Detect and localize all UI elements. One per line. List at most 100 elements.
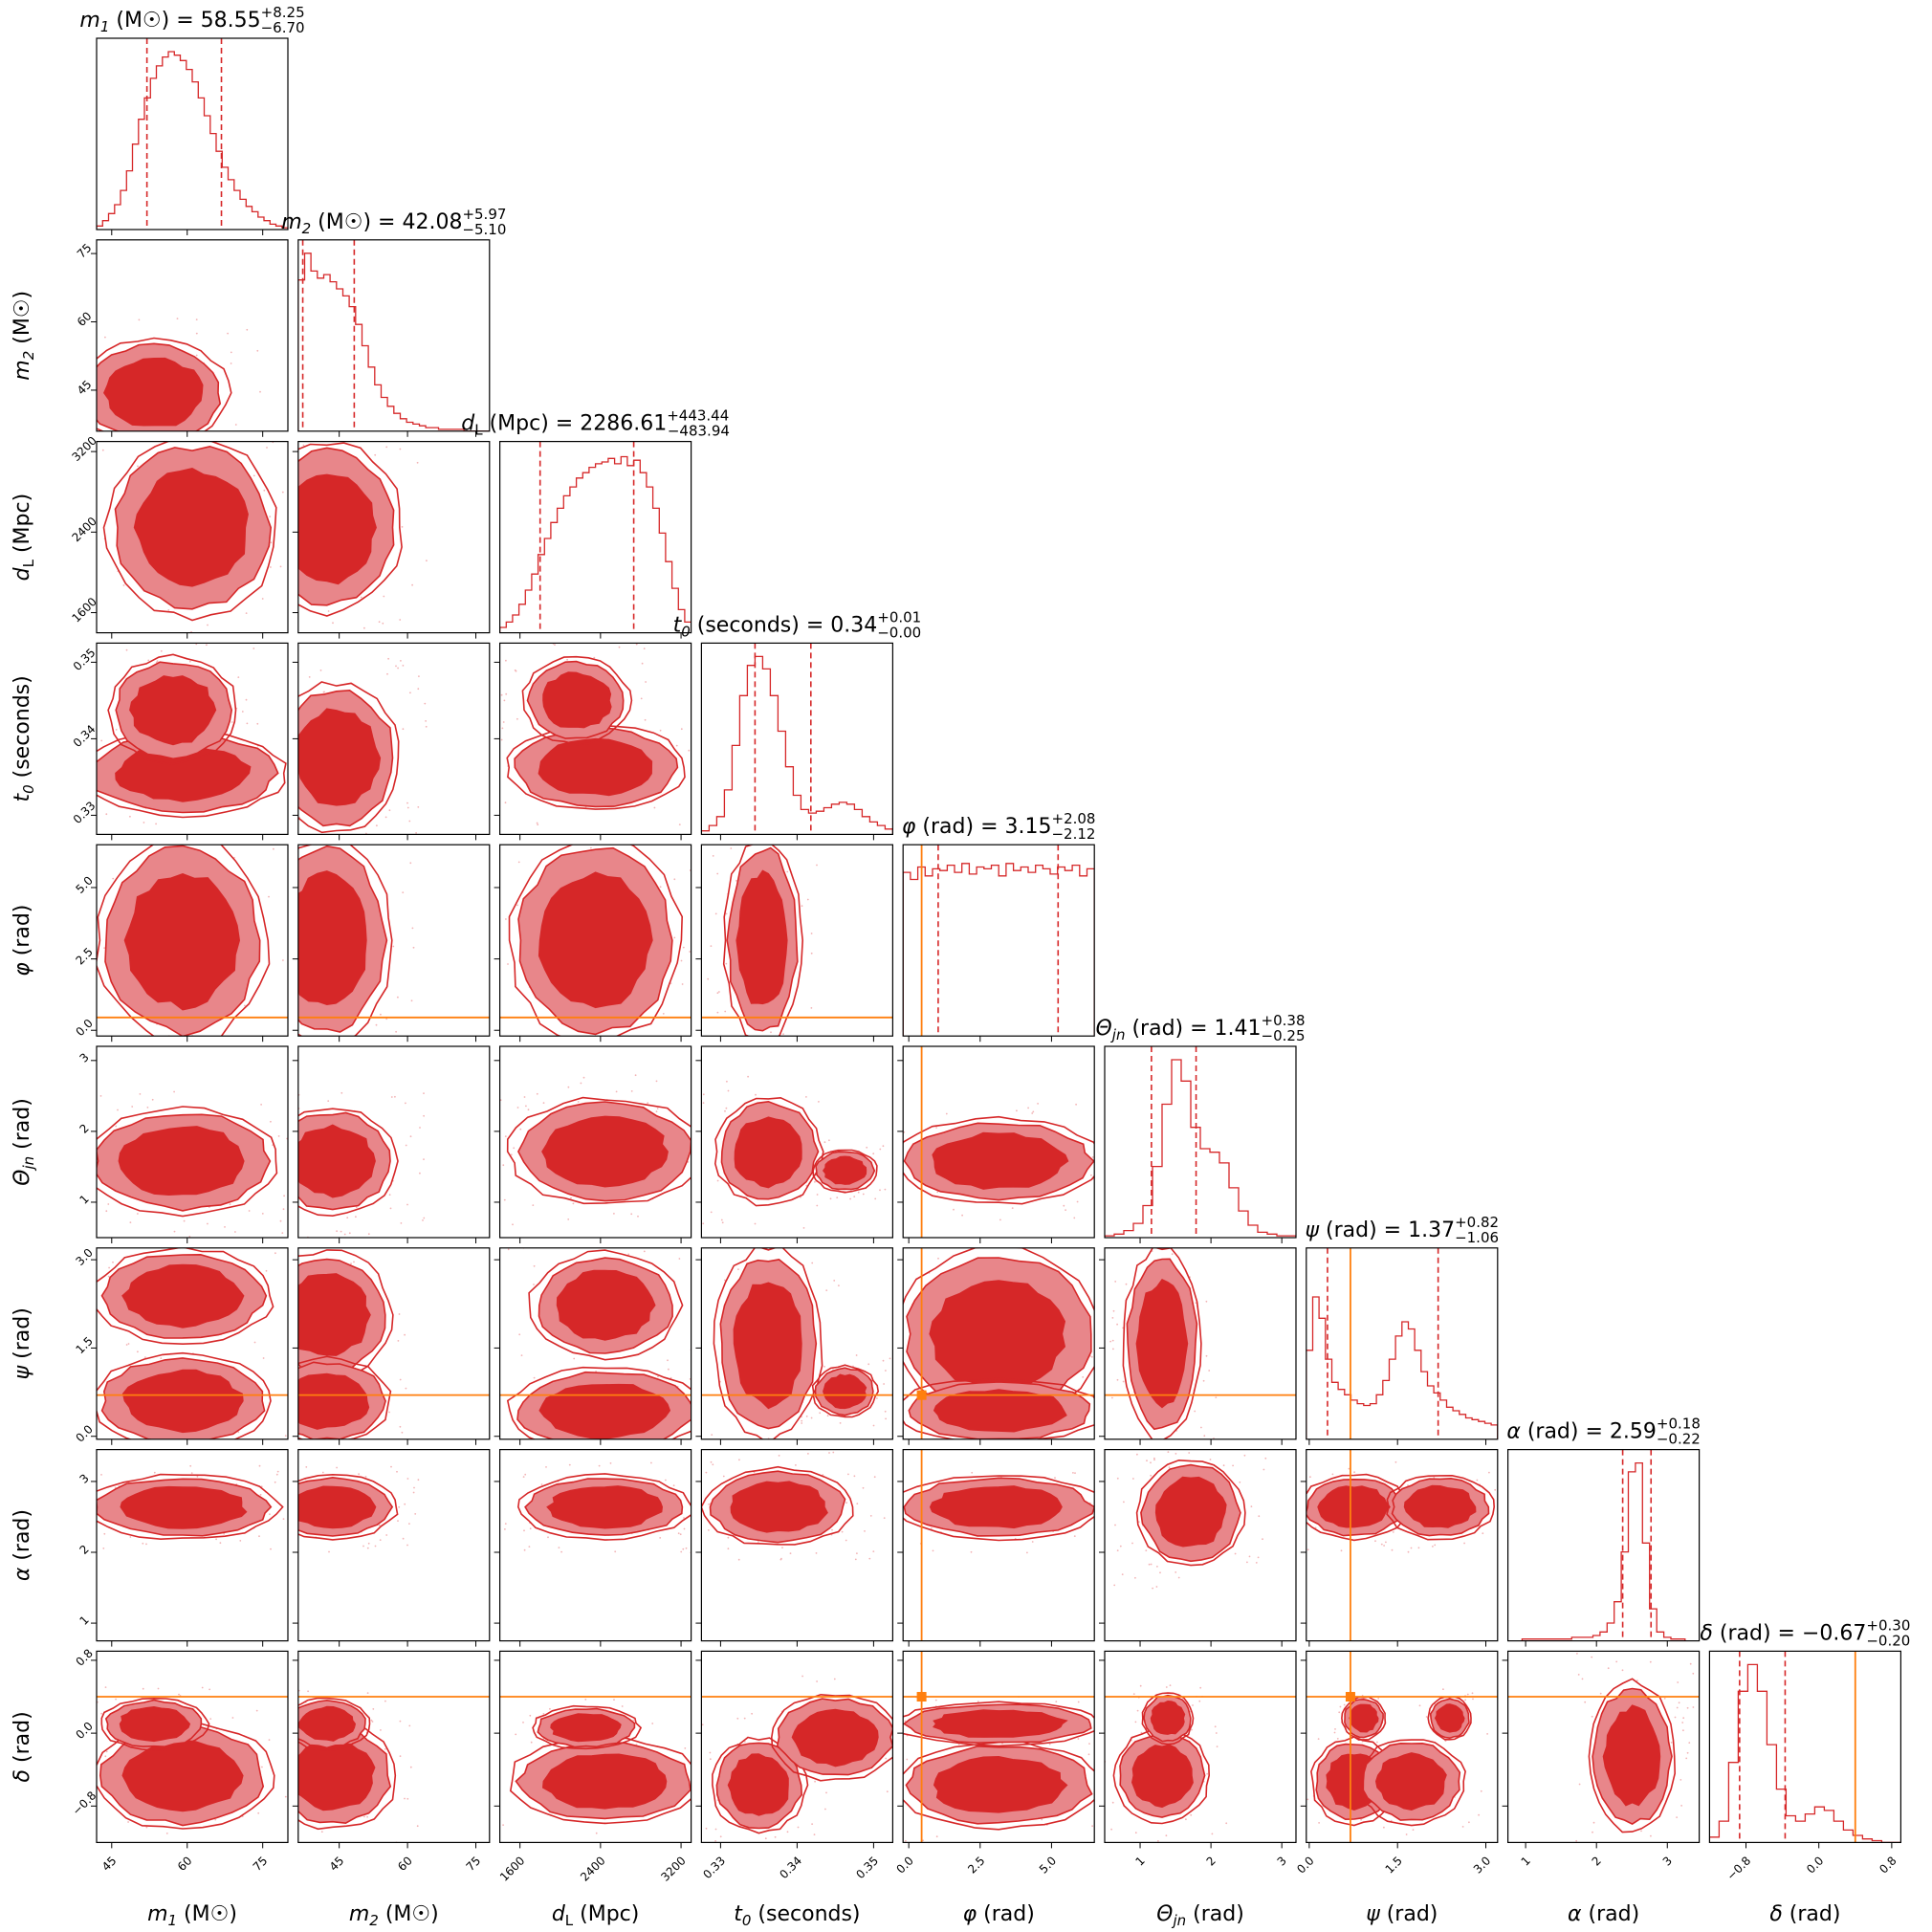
sample-dot bbox=[297, 1245, 299, 1247]
contour-inner bbox=[1349, 1703, 1379, 1733]
sample-dot bbox=[932, 1549, 934, 1552]
sample-dot bbox=[1125, 1283, 1128, 1285]
sample-dot bbox=[104, 1686, 107, 1688]
sample-dot bbox=[816, 864, 818, 867]
sample-dot bbox=[1258, 1515, 1261, 1518]
contour-outer-line bbox=[812, 1149, 878, 1194]
sample-dot bbox=[131, 1106, 134, 1108]
sample-dot bbox=[139, 1093, 142, 1095]
sample-dot bbox=[1157, 1840, 1159, 1842]
sample-dot bbox=[747, 1075, 749, 1078]
sample-dot bbox=[1670, 1742, 1673, 1744]
sample-dot bbox=[1592, 1831, 1593, 1833]
sample-dot bbox=[112, 877, 115, 880]
panel-bg bbox=[97, 1449, 288, 1641]
sample-dot bbox=[884, 1188, 887, 1191]
sample-dot bbox=[1134, 1832, 1137, 1834]
sample-dot bbox=[348, 1232, 351, 1235]
sample-dot bbox=[1206, 1772, 1209, 1775]
sample-dot bbox=[321, 1471, 324, 1474]
sample-dot bbox=[1678, 1701, 1680, 1704]
contour-outer-line bbox=[532, 1704, 643, 1750]
sample-dot bbox=[1339, 1705, 1342, 1708]
contour-outer-line bbox=[903, 1701, 1095, 1747]
panel-7-7 bbox=[1506, 1448, 1701, 1647]
sample-dot bbox=[252, 474, 255, 477]
sample-dot bbox=[284, 1435, 287, 1437]
title-plus-err: +0.82 bbox=[1455, 1214, 1499, 1231]
contour-outer-line bbox=[1427, 1696, 1472, 1741]
sample-dot bbox=[1191, 1445, 1193, 1447]
sample-dot bbox=[1225, 1822, 1228, 1825]
panel-8-8: −0.8 0.0 0.8 bbox=[1708, 1650, 1902, 1883]
sample-dot bbox=[695, 1769, 697, 1771]
sample-dot bbox=[1464, 1699, 1466, 1701]
panel-5-5 bbox=[1104, 1045, 1297, 1243]
panel-frame bbox=[1104, 1045, 1297, 1239]
x-tick-label: 1600 bbox=[497, 1854, 527, 1883]
sample-dot bbox=[273, 847, 274, 850]
sample-dot bbox=[727, 1548, 730, 1550]
contour-inner bbox=[735, 869, 788, 1005]
sample-dot bbox=[1676, 1816, 1678, 1818]
sample-dot bbox=[714, 912, 717, 915]
x-axis-label-4: φ (rad) bbox=[963, 1902, 1035, 1926]
sample-dot bbox=[937, 1257, 939, 1260]
sample-dot bbox=[430, 641, 432, 643]
sample-dot bbox=[1074, 1472, 1076, 1474]
sample-dot bbox=[882, 1145, 885, 1148]
sample-dot bbox=[710, 1211, 713, 1214]
panel-content bbox=[499, 845, 692, 1037]
panel-content bbox=[499, 1247, 692, 1439]
sample-dot bbox=[343, 842, 345, 844]
sample-dot bbox=[694, 1290, 696, 1292]
sample-dot bbox=[1031, 1541, 1034, 1543]
x-tick-label: 60 bbox=[395, 1854, 415, 1874]
sample-dot bbox=[319, 670, 322, 671]
sample-dot bbox=[83, 1485, 85, 1487]
sample-dot bbox=[108, 1266, 110, 1269]
histogram-1 bbox=[297, 252, 490, 431]
sample-dot bbox=[246, 328, 249, 331]
sample-dot bbox=[516, 717, 518, 720]
sample-dot bbox=[400, 1222, 403, 1224]
panel-3-1 bbox=[292, 642, 491, 844]
sample-dot bbox=[542, 1713, 545, 1715]
sample-dot bbox=[503, 699, 506, 702]
sample-dot bbox=[801, 1675, 803, 1678]
sample-dot bbox=[82, 718, 84, 720]
sample-dot bbox=[644, 718, 647, 721]
sample-dot bbox=[307, 1690, 309, 1693]
sample-dot bbox=[1314, 1526, 1317, 1529]
sample-dot bbox=[385, 1018, 388, 1021]
panel-7-0: 1 2 3 bbox=[77, 1448, 289, 1647]
sample-dot bbox=[1150, 1461, 1152, 1464]
sample-dot bbox=[1102, 1714, 1104, 1716]
x-tick-label: 0.0 bbox=[1804, 1854, 1826, 1876]
sample-dot bbox=[137, 1213, 139, 1215]
sample-dot bbox=[392, 945, 395, 948]
sample-dot bbox=[899, 1824, 901, 1826]
panel-content bbox=[297, 1689, 490, 1843]
sample-dot bbox=[399, 1720, 402, 1723]
sample-dot bbox=[1188, 1452, 1191, 1454]
sample-dot bbox=[1232, 1464, 1234, 1467]
sample-dot bbox=[406, 1478, 409, 1480]
panel-content bbox=[1105, 1684, 1296, 1842]
sample-dot bbox=[376, 824, 378, 827]
sample-dot bbox=[385, 1534, 388, 1536]
sample-dot bbox=[1353, 1471, 1355, 1474]
sample-dot bbox=[635, 643, 638, 646]
sample-dot bbox=[781, 1547, 783, 1548]
sample-dot bbox=[1318, 1822, 1320, 1824]
sample-dot bbox=[754, 1222, 757, 1225]
panel-frame bbox=[1104, 1448, 1297, 1642]
contour-outer-line bbox=[713, 1247, 823, 1439]
panel-frame bbox=[1306, 1650, 1499, 1844]
panel-content bbox=[1507, 1653, 1700, 1842]
sample-dot bbox=[670, 1376, 672, 1379]
sample-dot bbox=[764, 1837, 767, 1840]
sample-dot bbox=[504, 1135, 507, 1137]
sample-dot bbox=[547, 1536, 549, 1539]
sample-dot bbox=[1175, 1453, 1177, 1455]
